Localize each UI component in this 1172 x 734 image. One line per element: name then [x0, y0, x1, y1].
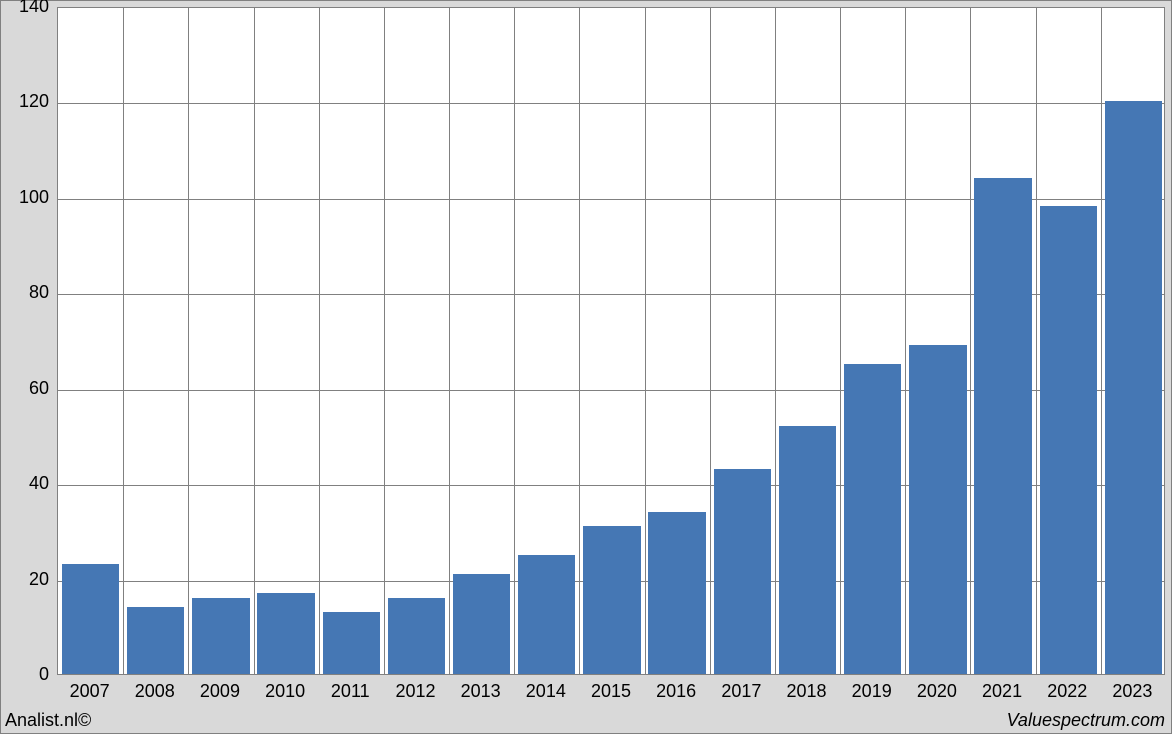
ytick-label: 0: [1, 664, 49, 685]
credit-left: Analist.nl©: [5, 710, 91, 731]
credit-right: Valuespectrum.com: [1007, 710, 1165, 731]
bar-2013: [453, 574, 510, 674]
ytick-label: 60: [1, 378, 49, 399]
ytick-label: 120: [1, 91, 49, 112]
bar-2016: [648, 512, 705, 674]
bar-2014: [518, 555, 575, 674]
xtick-label: 2020: [904, 681, 969, 702]
gridline-v: [449, 8, 450, 674]
ytick-label: 100: [1, 187, 49, 208]
gridline-v: [254, 8, 255, 674]
bar-2009: [192, 598, 249, 674]
bar-2007: [62, 564, 119, 674]
xtick-label: 2012: [383, 681, 448, 702]
xtick-label: 2014: [513, 681, 578, 702]
xtick-label: 2017: [709, 681, 774, 702]
xtick-label: 2013: [448, 681, 513, 702]
bar-2012: [388, 598, 445, 674]
xtick-label: 2009: [187, 681, 252, 702]
bar-2018: [779, 426, 836, 674]
gridline-v: [645, 8, 646, 674]
bar-2010: [257, 593, 314, 674]
bar-2011: [323, 612, 380, 674]
bar-2017: [714, 469, 771, 674]
gridline-v: [384, 8, 385, 674]
gridline-v: [123, 8, 124, 674]
gridline-v: [970, 8, 971, 674]
chart-container: 020406080100120140 200720082009201020112…: [0, 0, 1172, 734]
gridline-v: [319, 8, 320, 674]
plot-area: [57, 7, 1165, 675]
gridline-v: [579, 8, 580, 674]
gridline-v: [710, 8, 711, 674]
gridline-v: [840, 8, 841, 674]
xtick-label: 2010: [253, 681, 318, 702]
xtick-label: 2018: [774, 681, 839, 702]
gridline-v: [1036, 8, 1037, 674]
xtick-label: 2007: [57, 681, 122, 702]
xtick-label: 2011: [318, 681, 383, 702]
bar-2023: [1105, 101, 1162, 674]
xtick-label: 2023: [1100, 681, 1165, 702]
gridline-v: [905, 8, 906, 674]
gridline-v: [1101, 8, 1102, 674]
bar-2019: [844, 364, 901, 674]
bar-2015: [583, 526, 640, 674]
gridline-h: [58, 103, 1164, 104]
xtick-label: 2015: [578, 681, 643, 702]
xtick-label: 2021: [969, 681, 1034, 702]
xtick-label: 2008: [122, 681, 187, 702]
bar-2021: [974, 178, 1031, 674]
ytick-label: 80: [1, 282, 49, 303]
xtick-label: 2019: [839, 681, 904, 702]
xtick-label: 2022: [1035, 681, 1100, 702]
ytick-label: 140: [1, 0, 49, 17]
xtick-label: 2016: [644, 681, 709, 702]
bar-2008: [127, 607, 184, 674]
ytick-label: 20: [1, 569, 49, 590]
bar-2020: [909, 345, 966, 674]
ytick-label: 40: [1, 473, 49, 494]
gridline-v: [514, 8, 515, 674]
bar-2022: [1040, 206, 1097, 674]
gridline-v: [188, 8, 189, 674]
gridline-v: [775, 8, 776, 674]
